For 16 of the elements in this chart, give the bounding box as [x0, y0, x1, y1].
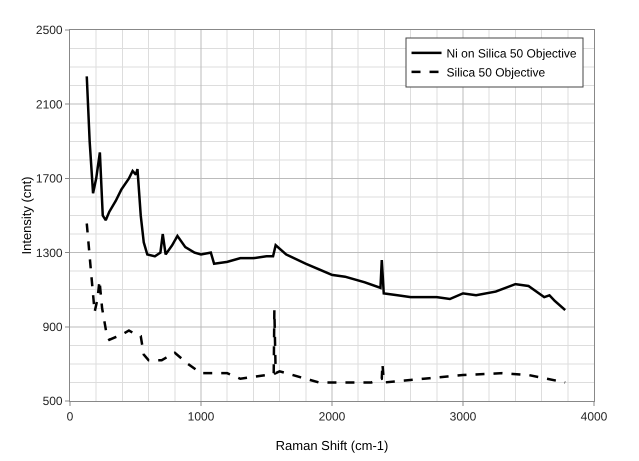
legend-label: Ni on Silica 50 Objective	[446, 46, 577, 61]
y-tick-label: 900	[42, 320, 63, 334]
y-tick-label: 1300	[36, 246, 63, 260]
y-tick-label: 2500	[36, 23, 63, 38]
x-tick-label: 3000	[450, 409, 477, 424]
y-axis-title: Intensity (cnt)	[18, 176, 34, 255]
y-tick-label: 500	[42, 394, 63, 408]
y-tick-label: 2100	[36, 97, 63, 112]
x-tick-label: 2000	[318, 409, 346, 424]
y-tick-label: 1700	[36, 172, 63, 186]
line-series	[86, 222, 566, 384]
x-axis-title: Raman Shift (cm-1)	[276, 438, 388, 453]
x-tick-label: 4000	[580, 409, 608, 424]
legend-label: Silica 50 Objective	[446, 66, 546, 80]
x-tick-label: 1000	[188, 409, 215, 424]
x-tick-label: 0	[66, 409, 74, 424]
